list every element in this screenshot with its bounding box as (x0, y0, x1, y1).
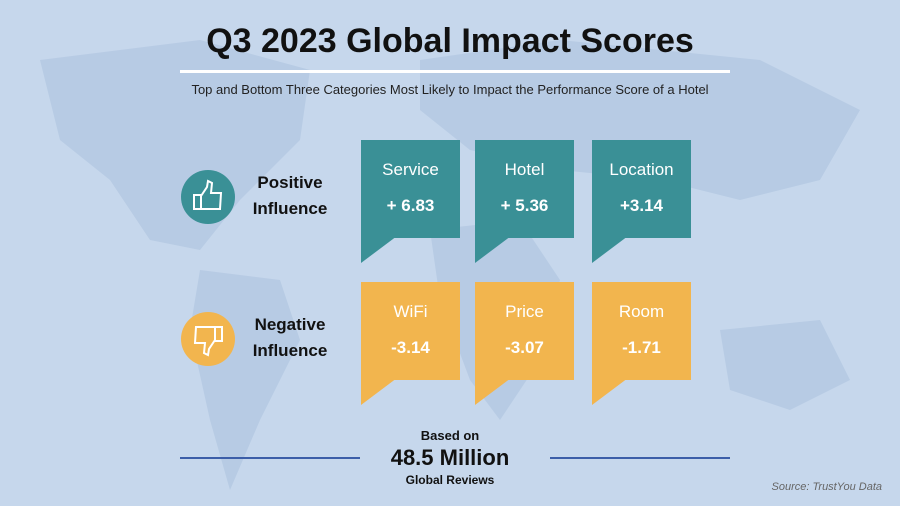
category-score: -1.71 (622, 338, 661, 357)
thumbs-up-icon (181, 170, 235, 224)
score-card: Hotel + 5.36 (475, 140, 574, 238)
category-score: + 5.36 (500, 196, 549, 215)
source: Source: TrustYou Data (771, 481, 882, 493)
score-card: Location +3.14 (592, 140, 691, 238)
category-name: Price (505, 302, 544, 321)
card-tail (361, 236, 397, 263)
category-name: Service (382, 160, 439, 179)
title: Q3 2023 Global Impact Scores (206, 22, 694, 60)
group-label: Negative Influence (252, 315, 328, 360)
title-rule (180, 70, 730, 73)
footer-unit: Global Reviews (405, 473, 495, 487)
card-tail (475, 236, 511, 263)
category-score: + 6.83 (386, 196, 435, 215)
footer-rule (550, 457, 730, 459)
category-name: WiFi (393, 302, 428, 321)
footer-based-on: Based on (420, 428, 480, 443)
score-card: Room -1.71 (592, 282, 691, 380)
category-name: Hotel (504, 160, 545, 179)
thumbs-down-icon (181, 312, 235, 366)
subtitle: Top and Bottom Three Categories Most Lik… (191, 82, 709, 97)
category-score: +3.14 (619, 196, 663, 215)
category-name: Room (618, 302, 665, 321)
card-tail (361, 378, 397, 405)
card-tail (592, 236, 628, 263)
category-score: -3.14 (391, 338, 430, 357)
card-tail (592, 378, 628, 405)
footer-total: 48.5 Million (390, 445, 510, 470)
category-name: Location (609, 160, 674, 179)
group-label: Positive Influence (252, 173, 328, 218)
footer-rule (180, 457, 360, 459)
card-tail (475, 378, 511, 405)
score-card: Price -3.07 (475, 282, 574, 380)
score-card: WiFi -3.14 (361, 282, 460, 380)
score-card: Service + 6.83 (361, 140, 460, 238)
category-score: -3.07 (505, 338, 544, 357)
